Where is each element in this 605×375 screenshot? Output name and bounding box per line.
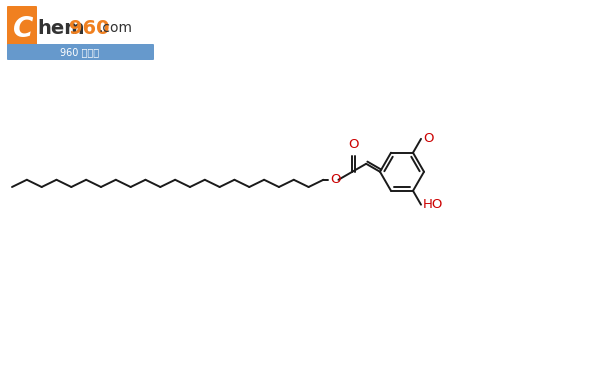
Text: 960 化工网: 960 化工网 <box>60 47 100 57</box>
Text: C: C <box>13 15 33 43</box>
Text: HO: HO <box>423 198 443 211</box>
FancyBboxPatch shape <box>7 6 37 48</box>
Text: O: O <box>330 173 341 186</box>
Text: .com: .com <box>98 21 132 35</box>
Text: O: O <box>423 132 434 146</box>
Text: O: O <box>348 138 359 151</box>
FancyBboxPatch shape <box>7 44 154 60</box>
Text: 960: 960 <box>69 18 110 38</box>
Text: hem: hem <box>37 18 85 38</box>
